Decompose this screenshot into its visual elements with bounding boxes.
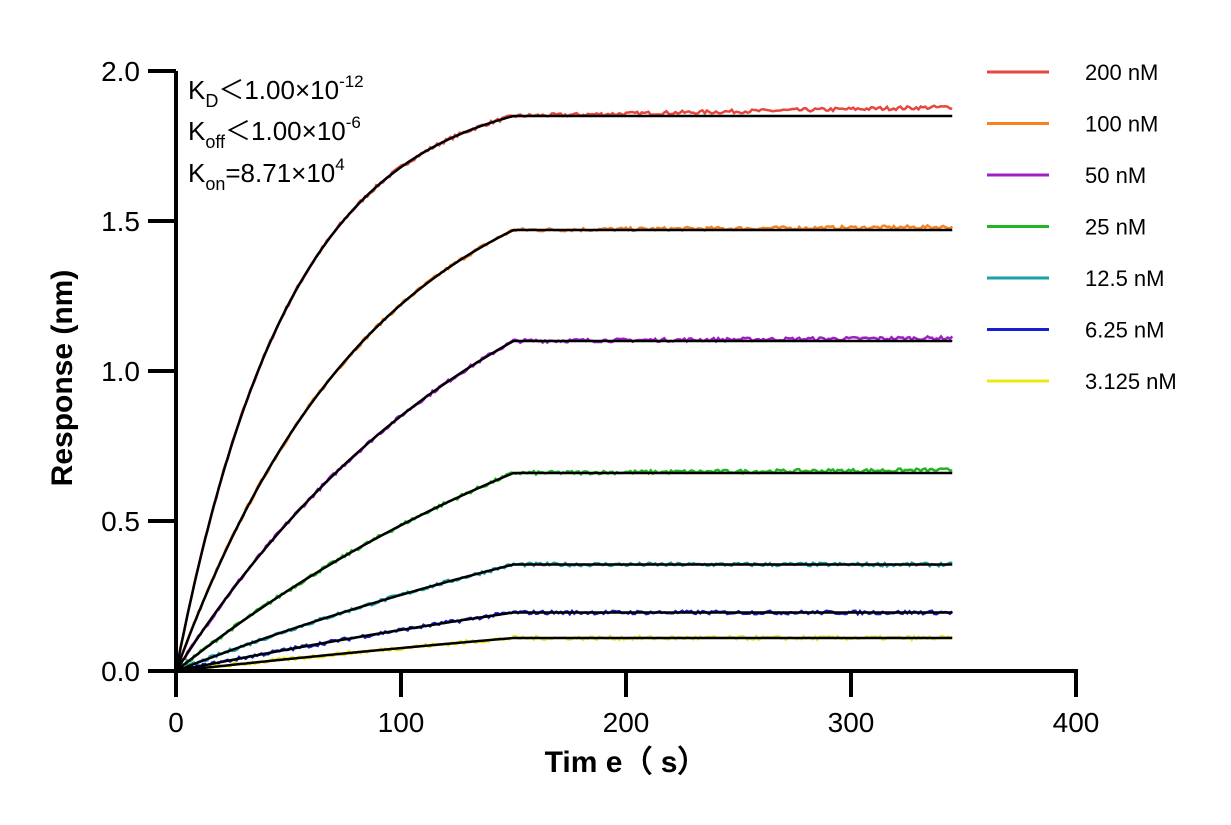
kd-text: KD＜1.00×10-12 (188, 72, 364, 111)
x-tick-label: 0 (168, 707, 184, 738)
koff-exp: -6 (346, 113, 361, 132)
fit-curve (174, 114, 953, 672)
x-tick-label: 100 (378, 707, 425, 738)
fit-curve (175, 563, 953, 673)
kd-sub: D (205, 91, 218, 111)
legend-label: 6.25 nM (1085, 318, 1165, 343)
x-axis-title: Tim e（ s） (545, 745, 708, 779)
x-ticks: 0 100 200 300 400 (168, 671, 1099, 738)
y-tick-label: 0.0 (101, 656, 140, 687)
koff-text: Koff＜1.00×10-6 (188, 113, 361, 152)
legend-label: 3.125 nM (1085, 369, 1177, 394)
fit-curve (175, 611, 953, 673)
kd-rel: ＜1.00×10 (218, 75, 339, 105)
kon-base: K (188, 158, 206, 188)
x-tick-label: 200 (603, 707, 650, 738)
series-line (175, 560, 953, 673)
y-tick-label: 1.5 (101, 206, 140, 237)
y-tick-label: 2.0 (101, 56, 140, 87)
series-line (175, 608, 954, 674)
koff-rel: ＜1.00×10 (225, 116, 346, 146)
fit-curve (175, 636, 953, 673)
x-tick-label: 300 (828, 707, 875, 738)
kd-base: K (188, 75, 206, 105)
kd-exp: -12 (339, 72, 364, 91)
kon-sub: on (205, 174, 225, 194)
legend-label: 100 nM (1085, 112, 1158, 137)
legend-label: 200 nM (1085, 60, 1158, 85)
series-line (175, 634, 953, 673)
series-line (174, 334, 954, 672)
legend: 200 nM 100 nM 50 nM 25 nM 12.5 nM 6.25 nM 3.12… (987, 60, 1177, 394)
legend-label: 50 nM (1085, 163, 1146, 188)
fit-curve (175, 471, 953, 672)
kon-text: Kon=8.71×104 (188, 155, 345, 194)
fit-curve (174, 339, 953, 672)
kon-exp: 4 (335, 155, 344, 174)
koff-base: K (188, 116, 206, 146)
legend-label: 25 nM (1085, 215, 1146, 240)
y-ticks: 0.0 0.5 1.0 1.5 2.0 (101, 56, 176, 687)
koff-sub: off (205, 132, 226, 152)
fit-layer (174, 114, 953, 673)
kon-rel: =8.71×10 (225, 158, 335, 188)
series-line (175, 467, 953, 673)
kinetics-annotation: KD＜1.00×10-12 Koff＜1.00×10-6 Kon=8.71×10… (188, 72, 364, 194)
fit-curve (174, 228, 953, 672)
y-axis-title: Response (nm) (46, 270, 79, 487)
series-line (174, 223, 954, 672)
y-tick-label: 0.5 (101, 506, 140, 537)
x-tick-label: 400 (1053, 707, 1100, 738)
y-tick-label: 1.0 (101, 356, 140, 387)
legend-label: 12.5 nM (1085, 266, 1165, 291)
